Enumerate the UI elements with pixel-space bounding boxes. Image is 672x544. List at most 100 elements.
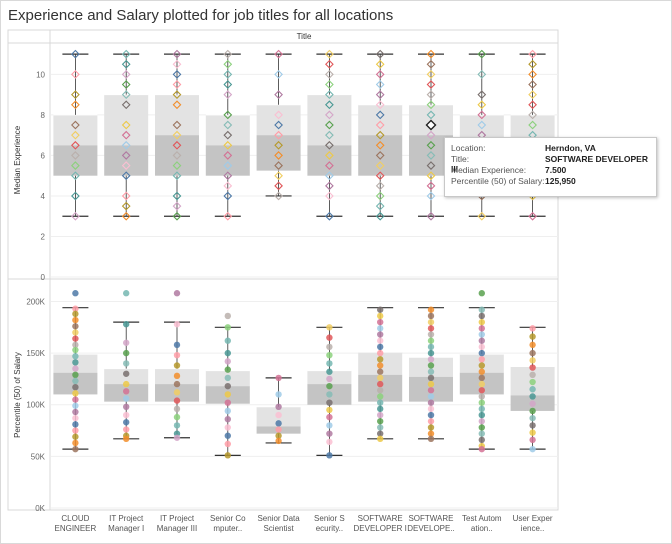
data-point[interactable] <box>529 429 536 436</box>
data-point[interactable] <box>121 211 131 221</box>
data-point[interactable] <box>426 140 436 150</box>
data-point[interactable] <box>223 70 233 79</box>
data-point[interactable] <box>72 390 79 397</box>
data-point[interactable] <box>275 391 282 398</box>
data-point[interactable] <box>274 140 283 150</box>
box-lower-experience[interactable] <box>53 145 98 176</box>
data-point[interactable] <box>477 70 487 79</box>
data-point[interactable] <box>427 349 435 357</box>
data-point[interactable] <box>427 418 435 425</box>
data-point[interactable] <box>274 130 283 140</box>
data-point[interactable] <box>427 356 435 363</box>
data-point[interactable] <box>121 49 131 59</box>
data-point[interactable] <box>325 49 334 59</box>
data-point[interactable] <box>377 405 384 413</box>
data-point[interactable] <box>224 440 231 448</box>
data-point[interactable] <box>325 110 334 120</box>
data-point[interactable] <box>377 331 384 338</box>
data-point[interactable] <box>223 110 233 120</box>
data-point[interactable] <box>377 374 384 382</box>
data-point[interactable] <box>172 211 182 221</box>
data-point[interactable] <box>326 360 333 367</box>
data-point[interactable] <box>224 337 231 344</box>
data-point[interactable] <box>121 140 131 150</box>
data-point[interactable] <box>375 80 385 89</box>
data-point[interactable] <box>172 171 182 181</box>
data-point[interactable] <box>325 181 334 191</box>
data-point[interactable] <box>224 399 231 406</box>
data-point[interactable] <box>72 377 79 385</box>
data-point[interactable] <box>173 397 181 404</box>
data-point[interactable] <box>71 130 80 140</box>
data-point[interactable] <box>325 211 334 221</box>
data-point[interactable] <box>325 120 334 130</box>
data-point[interactable] <box>123 321 130 328</box>
data-point[interactable] <box>478 430 485 437</box>
data-point[interactable] <box>477 100 487 110</box>
data-point[interactable] <box>224 452 231 459</box>
data-point[interactable] <box>427 399 435 406</box>
data-point[interactable] <box>123 339 130 346</box>
data-point[interactable] <box>426 130 436 140</box>
data-point[interactable] <box>72 371 79 378</box>
data-point[interactable] <box>72 421 79 428</box>
data-point[interactable] <box>223 49 233 59</box>
data-point[interactable] <box>478 343 485 351</box>
data-point[interactable] <box>223 211 233 221</box>
data-point[interactable] <box>123 370 130 377</box>
data-point[interactable] <box>326 375 333 383</box>
data-point[interactable] <box>529 422 536 429</box>
data-point[interactable] <box>172 130 182 140</box>
data-point[interactable] <box>377 430 384 437</box>
data-point[interactable] <box>172 70 182 79</box>
data-point[interactable] <box>71 171 80 181</box>
data-point[interactable] <box>173 351 181 359</box>
data-point[interactable] <box>72 445 79 453</box>
data-point[interactable] <box>224 432 231 439</box>
data-point[interactable] <box>529 333 536 340</box>
data-point[interactable] <box>325 140 334 150</box>
box-lower-experience[interactable] <box>256 135 301 171</box>
data-point[interactable] <box>173 405 181 413</box>
data-point[interactable] <box>375 90 385 100</box>
data-point[interactable] <box>426 171 436 181</box>
data-point[interactable] <box>326 382 333 390</box>
data-point[interactable] <box>427 306 435 313</box>
data-point[interactable] <box>173 413 181 421</box>
data-point[interactable] <box>477 90 487 100</box>
data-point[interactable] <box>72 353 79 360</box>
data-point[interactable] <box>123 419 130 426</box>
data-point[interactable] <box>377 312 384 320</box>
data-point[interactable] <box>275 374 282 382</box>
data-point[interactable] <box>123 360 130 367</box>
data-point[interactable] <box>121 100 131 110</box>
data-point[interactable] <box>72 414 79 422</box>
data-point[interactable] <box>121 161 131 170</box>
data-point[interactable] <box>223 120 233 130</box>
box-upper-experience[interactable] <box>358 104 403 136</box>
data-point[interactable] <box>172 191 182 201</box>
data-point[interactable] <box>275 432 282 439</box>
data-point[interactable] <box>529 414 536 422</box>
data-point[interactable] <box>478 356 485 363</box>
data-point[interactable] <box>477 211 487 221</box>
data-point[interactable] <box>172 161 182 170</box>
data-point[interactable] <box>173 290 181 297</box>
data-point[interactable] <box>224 349 231 357</box>
data-point[interactable] <box>121 151 131 160</box>
data-point[interactable] <box>274 181 283 191</box>
data-point[interactable] <box>426 110 436 120</box>
data-point[interactable] <box>71 49 80 59</box>
data-point[interactable] <box>529 357 536 364</box>
data-point[interactable] <box>223 181 233 191</box>
data-point[interactable] <box>529 436 536 444</box>
data-point[interactable] <box>478 290 485 297</box>
data-point[interactable] <box>123 395 130 402</box>
data-point[interactable] <box>478 424 485 431</box>
data-point[interactable] <box>274 90 283 100</box>
data-point[interactable] <box>377 380 384 388</box>
data-point[interactable] <box>274 49 283 59</box>
data-point[interactable] <box>172 100 182 110</box>
box-upper-experience[interactable] <box>256 104 301 136</box>
data-point[interactable] <box>173 321 181 328</box>
